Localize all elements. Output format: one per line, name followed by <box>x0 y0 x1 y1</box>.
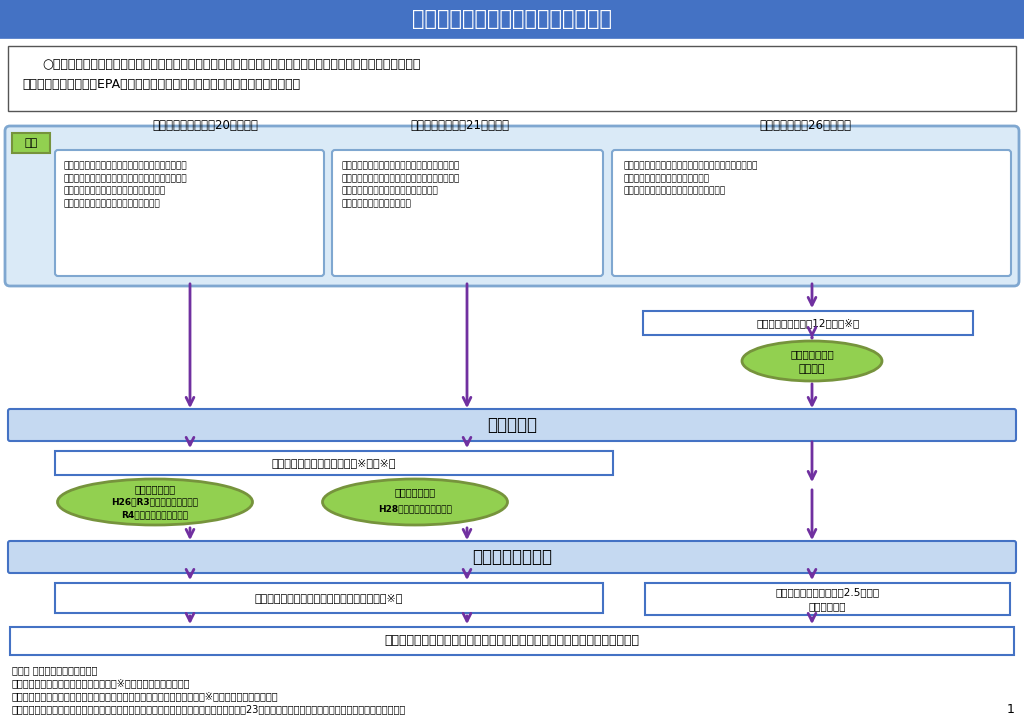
Text: フィリピン（平成21年度～）: フィリピン（平成21年度～） <box>411 119 510 132</box>
Text: 日本語能力試験: 日本語能力試験 <box>394 487 435 497</box>
Text: 【特定活動】: 【特定活動】 <box>809 601 846 611</box>
Text: 注　【 】内は在留資格を示す。: 注 【 】内は在留資格を示す。 <box>12 665 97 675</box>
FancyBboxPatch shape <box>332 150 603 276</box>
FancyBboxPatch shape <box>55 150 324 276</box>
Text: 訪日後日本語等研修（６か月）【特定活動】※１: 訪日後日本語等研修（６か月）【特定活動】※１ <box>255 593 403 603</box>
Ellipse shape <box>323 479 508 525</box>
Bar <box>8 46 1016 111</box>
Bar <box>645 583 1010 615</box>
Text: から、経済連携協定（EPA）に基づき、公的な枠組で特例的に行うものである。: から、経済連携協定（EPA）に基づき、公的な枠組で特例的に行うものである。 <box>22 78 300 91</box>
Text: （看護）３年制又は４年制の看護課程修了＋ベトナムの
　　　　看護師資格＋実務経験２年
（介護）３年制又は４年制の看護課程修了: （看護）３年制又は４年制の看護課程修了＋ベトナムの 看護師資格＋実務経験２年 （… <box>623 161 758 195</box>
Text: 日本語能力試験: 日本語能力試験 <box>791 349 834 359</box>
Text: Ｎ３以上: Ｎ３以上 <box>799 364 825 374</box>
Text: マッチング: マッチング <box>487 416 537 434</box>
Text: 受入れ施設（病院・介護施設）で雇用契約に基づき就労・研修【特定活動】: 受入れ施設（病院・介護施設）で雇用契約に基づき就労・研修【特定活動】 <box>384 634 640 647</box>
Ellipse shape <box>742 341 882 381</box>
Text: 注　日本語能力試験Ｎ２以上の候補者は※１の日本語研修を免除。: 注 日本語能力試験Ｎ２以上の候補者は※１の日本語研修を免除。 <box>12 678 190 688</box>
Text: 要件: 要件 <box>25 138 38 148</box>
Text: 1: 1 <box>1008 703 1015 716</box>
Bar <box>12 133 50 153</box>
Text: インドネシア（平成20年度～）: インドネシア（平成20年度～） <box>152 119 258 132</box>
FancyBboxPatch shape <box>612 150 1011 276</box>
Bar <box>55 451 613 475</box>
Text: 訪日後日本語等研修（約2.5か月）: 訪日後日本語等研修（約2.5か月） <box>775 587 880 597</box>
FancyBboxPatch shape <box>8 409 1016 441</box>
Text: （看護）フィリピンの看護師資格＋実務経験３年
（介護）「４年制大学卒業＋フィリピン政府によ
る介護士認定」又は「フィリピンの看護
学校（学士）（４年）卒業」: （看護）フィリピンの看護師資格＋実務経験３年 （介護）「４年制大学卒業＋フィリピ… <box>341 161 459 209</box>
Bar <box>55 583 603 613</box>
Text: また、一定期間内に日本語能力試験Ｎ３又はＮ４を取得した候補者は※２の日本語研修を免除。: また、一定期間内に日本語能力試験Ｎ３又はＮ４を取得した候補者は※２の日本語研修を… <box>12 691 279 701</box>
Bar <box>0 0 1024 38</box>
Text: ○　候補者の受入れは、看護・介護分野の労働力不足への対応ではなく、二国間の経済活動の連携の強化の観点: ○ 候補者の受入れは、看護・介護分野の労働力不足への対応ではなく、二国間の経済活… <box>42 58 421 71</box>
Text: H26～R3年度　Ｎ５程度以上: H26～R3年度 Ｎ５程度以上 <box>112 497 199 507</box>
Text: 日本語能力試験: 日本語能力試験 <box>134 484 175 494</box>
Text: ベトナム（平成26年度～）: ベトナム（平成26年度～） <box>759 119 851 132</box>
Bar <box>10 627 1014 655</box>
FancyBboxPatch shape <box>5 126 1019 286</box>
Text: R4年度～　Ｎ４程度以上: R4年度～ Ｎ４程度以上 <box>122 510 188 520</box>
Bar <box>643 311 973 335</box>
Text: 入国【特定活動】: 入国【特定活動】 <box>472 548 552 566</box>
Text: 注　フィリピン及びベトナムにおいては上記の他に就学コースがある（フィリピンは平成23年度より、ベトナムは入国当初より受入れ実績なし）。: 注 フィリピン及びベトナムにおいては上記の他に就学コースがある（フィリピンは平成… <box>12 704 407 714</box>
FancyBboxPatch shape <box>8 541 1016 573</box>
Text: H28年度～　Ｎ５程度以上: H28年度～ Ｎ５程度以上 <box>378 505 452 513</box>
Text: 経済連携協定に基づく受入れの枠組: 経済連携協定に基づく受入れの枠組 <box>412 9 612 29</box>
Text: 訪日前日本語研修（６か月）※１，※２: 訪日前日本語研修（６か月）※１，※２ <box>271 458 396 468</box>
Ellipse shape <box>57 479 253 525</box>
Text: 訪日前日本語研修（12か月）※１: 訪日前日本語研修（12か月）※１ <box>757 318 859 328</box>
Text: （看護）インドネシアの看護師資格＋実務経験２年
（介護）「高等教育機関（３年以上）卒業＋インド
ネシア政府による介護士認定」又は「イン
ドネシアの看護学校（３年: （看護）インドネシアの看護師資格＋実務経験２年 （介護）「高等教育機関（３年以上… <box>63 161 187 209</box>
